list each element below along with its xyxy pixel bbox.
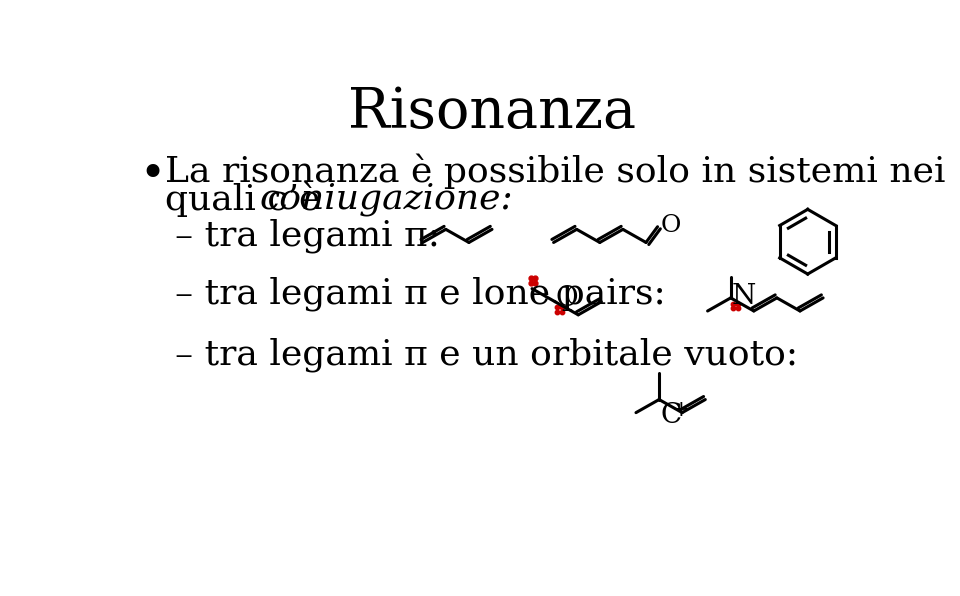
Text: Risonanza: Risonanza bbox=[348, 85, 636, 140]
Text: – tra legami π e lone pairs:: – tra legami π e lone pairs: bbox=[175, 277, 665, 311]
Text: O: O bbox=[660, 214, 681, 237]
Text: •: • bbox=[139, 153, 165, 196]
Text: La risonanza è possibile solo in sistemi nei: La risonanza è possibile solo in sistemi… bbox=[165, 153, 946, 189]
Text: N: N bbox=[732, 283, 756, 310]
Text: O: O bbox=[556, 285, 579, 312]
Text: coniugazione:: coniugazione: bbox=[259, 182, 513, 216]
Text: C: C bbox=[660, 402, 682, 429]
Text: – tra legami π e un orbitale vuoto:: – tra legami π e un orbitale vuoto: bbox=[175, 338, 798, 372]
Text: +: + bbox=[671, 399, 690, 421]
Text: quali c’è: quali c’è bbox=[165, 182, 331, 217]
Text: – tra legami π:: – tra legami π: bbox=[175, 219, 440, 253]
